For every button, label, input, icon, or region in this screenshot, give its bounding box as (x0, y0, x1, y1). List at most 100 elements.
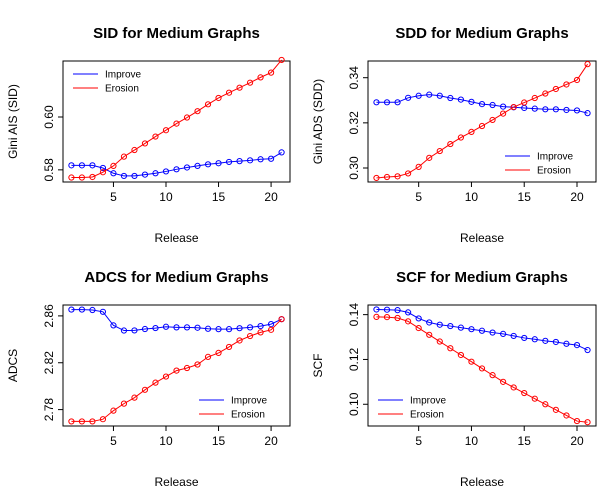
data-point-erosion (162, 127, 170, 134)
data-point-improve (89, 306, 96, 314)
data-point-erosion (162, 373, 170, 380)
data-point-erosion (141, 140, 149, 147)
data-point-erosion (152, 133, 159, 140)
data-point-erosion (78, 418, 86, 425)
plot-frame (62, 60, 291, 183)
data-point-erosion (68, 174, 75, 181)
data-point-improve (489, 329, 496, 336)
data-point-improve (478, 101, 486, 108)
data-point-erosion (215, 94, 222, 102)
data-point-erosion (584, 419, 591, 426)
data-point-erosion (120, 400, 128, 407)
data-point-erosion (383, 314, 391, 321)
data-point-improve (246, 324, 254, 331)
legend-label-improve: Improve (105, 70, 142, 81)
plot-frame (367, 60, 597, 183)
x-axis-label: Release (460, 231, 504, 245)
data-point-erosion (110, 407, 117, 414)
data-point-erosion (405, 170, 412, 177)
data-point-erosion (183, 364, 191, 372)
x-tick-label: 5 (110, 190, 117, 204)
data-point-erosion (278, 56, 285, 64)
data-point-improve (394, 307, 401, 314)
data-point-improve (162, 168, 170, 175)
data-point-improve (426, 319, 433, 326)
data-point-erosion (500, 378, 507, 385)
y-tick-label: 0.32 (347, 111, 361, 135)
data-point-improve (436, 92, 443, 99)
y-tick-label: 2.82 (42, 351, 56, 375)
data-point-erosion (426, 331, 433, 338)
data-point-improve (141, 325, 149, 333)
data-point-improve (225, 158, 233, 166)
data-point-improve (267, 155, 275, 162)
data-point-erosion (447, 140, 454, 148)
data-point-erosion (447, 345, 454, 352)
data-point-erosion (510, 384, 517, 391)
data-point-improve (152, 324, 159, 332)
data-point-erosion (173, 120, 180, 127)
data-point-improve (236, 325, 243, 332)
data-point-erosion (267, 69, 275, 76)
data-point-erosion (236, 337, 243, 344)
data-point-erosion (246, 332, 254, 340)
data-point-erosion (225, 89, 233, 96)
data-point-improve (131, 327, 138, 334)
data-point-erosion (478, 122, 486, 130)
data-point-erosion (99, 416, 107, 423)
data-point-improve (552, 338, 559, 346)
data-point-erosion (204, 353, 212, 360)
data-point-improve (173, 324, 180, 331)
data-point-erosion (584, 61, 591, 68)
data-point-improve (500, 330, 507, 338)
data-point-erosion (552, 85, 559, 93)
data-point-erosion (225, 343, 233, 351)
data-point-erosion (468, 358, 475, 365)
data-point-improve (68, 306, 75, 313)
data-point-improve (373, 306, 380, 313)
data-point-improve (415, 315, 422, 322)
data-point-erosion (236, 84, 243, 91)
data-point-improve (383, 306, 391, 313)
y-tick-label: 0.58 (42, 158, 56, 182)
series-line-erosion (376, 63, 588, 179)
legend: Improve Erosion (199, 396, 268, 421)
series-line-improve (376, 308, 588, 351)
y-axis-label: SCF (311, 354, 325, 378)
data-point-improve (204, 325, 212, 332)
x-tick-label: 15 (212, 434, 226, 448)
data-point-erosion (542, 90, 549, 97)
series-line-erosion (71, 318, 282, 422)
x-axis-label: Release (154, 475, 198, 489)
chart-title: SDD for Medium Graphs (395, 25, 568, 42)
data-point-improve (426, 91, 433, 98)
legend-label-erosion: Erosion (537, 166, 571, 177)
data-point-improve (542, 337, 549, 344)
y-tick-label: 0.34 (347, 66, 361, 90)
x-tick-label: 20 (570, 190, 584, 204)
data-point-erosion (383, 173, 391, 181)
series-line-erosion (71, 59, 282, 179)
data-point-erosion (531, 94, 538, 102)
y-axis-label: ADCS (6, 349, 20, 382)
data-point-improve (500, 103, 507, 110)
data-point-erosion (542, 401, 549, 408)
data-point-erosion (110, 162, 117, 169)
data-point-erosion (415, 163, 422, 170)
data-point-erosion (89, 418, 96, 425)
data-point-improve (110, 170, 117, 177)
data-point-improve (415, 92, 422, 99)
data-point-erosion (478, 365, 486, 372)
x-tick-label: 5 (110, 434, 117, 448)
data-point-improve (78, 162, 86, 169)
x-tick-label: 20 (264, 190, 278, 204)
data-point-erosion (531, 395, 538, 402)
x-tick-label: 15 (212, 190, 226, 204)
data-point-erosion (257, 329, 264, 336)
y-tick-label: 0.14 (347, 303, 361, 327)
data-point-erosion (415, 324, 422, 332)
data-point-erosion (521, 99, 528, 106)
data-point-improve (373, 99, 380, 106)
legend: Improve Erosion (505, 152, 574, 177)
